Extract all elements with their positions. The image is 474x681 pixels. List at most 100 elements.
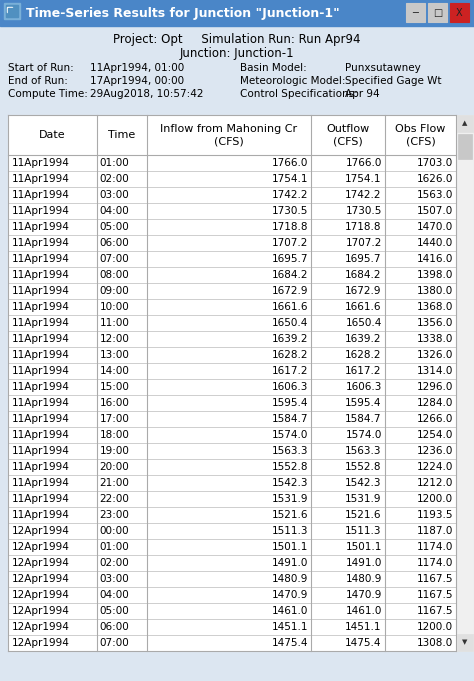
Text: 01:00: 01:00 [100,158,129,168]
Text: Punxsutawney: Punxsutawney [345,63,421,73]
Bar [7,7,12,12]
Bar [450,3,469,22]
Text: 11Apr1994: 11Apr1994 [12,462,70,472]
Text: 1296.0: 1296.0 [417,382,453,392]
Text: 1563.0: 1563.0 [417,190,453,200]
Text: 11Apr1994: 11Apr1994 [12,286,70,296]
Text: 03:00: 03:00 [100,574,129,584]
Text: 13:00: 13:00 [100,350,129,360]
Text: 22:00: 22:00 [100,494,129,504]
Text: 1475.4: 1475.4 [271,638,308,648]
Text: 23:00: 23:00 [100,510,129,520]
Text: 1356.0: 1356.0 [417,318,453,328]
Text: 1368.0: 1368.0 [417,302,453,312]
Text: 1563.3: 1563.3 [271,446,308,456]
Text: 12Apr1994: 12Apr1994 [12,590,70,600]
Bar [457,115,473,651]
Text: 1284.0: 1284.0 [417,398,453,408]
Text: 1766.0: 1766.0 [346,158,382,168]
Text: 29Aug2018, 10:57:42: 29Aug2018, 10:57:42 [90,89,203,99]
Text: 1451.1: 1451.1 [345,622,382,632]
Text: 1628.2: 1628.2 [271,350,308,360]
Text: 1542.3: 1542.3 [345,478,382,488]
Text: 1650.4: 1650.4 [346,318,382,328]
Text: 1254.0: 1254.0 [417,430,453,440]
Text: 17Apr1994, 00:00: 17Apr1994, 00:00 [90,76,184,86]
Text: 12Apr1994: 12Apr1994 [12,526,70,536]
Text: 1742.2: 1742.2 [345,190,382,200]
Text: 07:00: 07:00 [100,254,129,264]
Text: Apr 94: Apr 94 [345,89,380,99]
Text: 1766.0: 1766.0 [272,158,308,168]
Text: Basin Model:: Basin Model: [240,63,346,73]
Text: 12Apr1994: 12Apr1994 [12,638,70,648]
Bar [458,134,472,159]
Text: 06:00: 06:00 [100,238,129,248]
Text: 02:00: 02:00 [100,174,129,184]
Text: 21:00: 21:00 [100,478,129,488]
Text: 1531.9: 1531.9 [345,494,382,504]
Text: 12Apr1994: 12Apr1994 [12,558,70,568]
Text: Project: Opt     Simulation Run: Run Apr94: Project: Opt Simulation Run: Run Apr94 [113,33,361,46]
Text: Compute Time:: Compute Time: [8,89,88,99]
Text: 11Apr1994: 11Apr1994 [12,190,70,200]
Bar [406,3,425,22]
Text: 1542.3: 1542.3 [271,478,308,488]
Bar [0,26,474,114]
Text: 11Apr1994: 11Apr1994 [12,398,70,408]
Text: 12Apr1994: 12Apr1994 [12,542,70,552]
Text: 00:00: 00:00 [100,526,129,536]
Text: 06:00: 06:00 [100,622,129,632]
Text: 1167.5: 1167.5 [417,574,453,584]
Text: 11Apr1994: 11Apr1994 [12,254,70,264]
Text: 1167.5: 1167.5 [417,590,453,600]
Text: 11Apr1994: 11Apr1994 [12,366,70,376]
Text: ─: ─ [412,8,419,18]
Text: 1628.2: 1628.2 [345,350,382,360]
Text: 1595.4: 1595.4 [345,398,382,408]
Text: 1200.0: 1200.0 [417,622,453,632]
Bar [8,115,456,651]
Text: 1398.0: 1398.0 [417,270,453,280]
Text: 1661.6: 1661.6 [345,302,382,312]
Text: 11Apr1994: 11Apr1994 [12,350,70,360]
Text: 1308.0: 1308.0 [417,638,453,648]
Text: 1167.5: 1167.5 [417,606,453,616]
Text: 1718.8: 1718.8 [345,222,382,232]
Text: 1695.7: 1695.7 [271,254,308,264]
Text: 11Apr1994: 11Apr1994 [12,334,70,344]
Bar [428,3,447,22]
Text: 05:00: 05:00 [100,222,129,232]
Text: 12Apr1994: 12Apr1994 [12,574,70,584]
Text: 1174.0: 1174.0 [417,558,453,568]
Text: 1480.9: 1480.9 [272,574,308,584]
Text: 1684.2: 1684.2 [271,270,308,280]
Text: 04:00: 04:00 [100,590,129,600]
Text: 11Apr1994: 11Apr1994 [12,510,70,520]
Text: 1224.0: 1224.0 [417,462,453,472]
Text: End of Run:: End of Run: [8,76,81,86]
Text: 20:00: 20:00 [100,462,129,472]
Text: □: □ [433,8,442,18]
Text: 1531.9: 1531.9 [271,494,308,504]
Text: 1595.4: 1595.4 [271,398,308,408]
Text: 1574.0: 1574.0 [346,430,382,440]
Text: 11:00: 11:00 [100,318,129,328]
Text: 1626.0: 1626.0 [417,174,453,184]
Text: Start of Run:: Start of Run: [8,63,80,73]
Text: 16:00: 16:00 [100,398,129,408]
Text: 11Apr1994: 11Apr1994 [12,270,70,280]
Text: 1639.2: 1639.2 [345,334,382,344]
Text: 1338.0: 1338.0 [417,334,453,344]
Text: 1584.7: 1584.7 [345,414,382,424]
Text: 1521.6: 1521.6 [271,510,308,520]
Text: X: X [456,8,463,18]
Text: 12Apr1994: 12Apr1994 [12,622,70,632]
Text: 05:00: 05:00 [100,606,129,616]
Text: 1416.0: 1416.0 [417,254,453,264]
Text: 11Apr1994: 11Apr1994 [12,158,70,168]
Text: 11Apr1994: 11Apr1994 [12,494,70,504]
Text: 04:00: 04:00 [100,206,129,216]
Text: 1707.2: 1707.2 [272,238,308,248]
Text: 1507.0: 1507.0 [417,206,453,216]
